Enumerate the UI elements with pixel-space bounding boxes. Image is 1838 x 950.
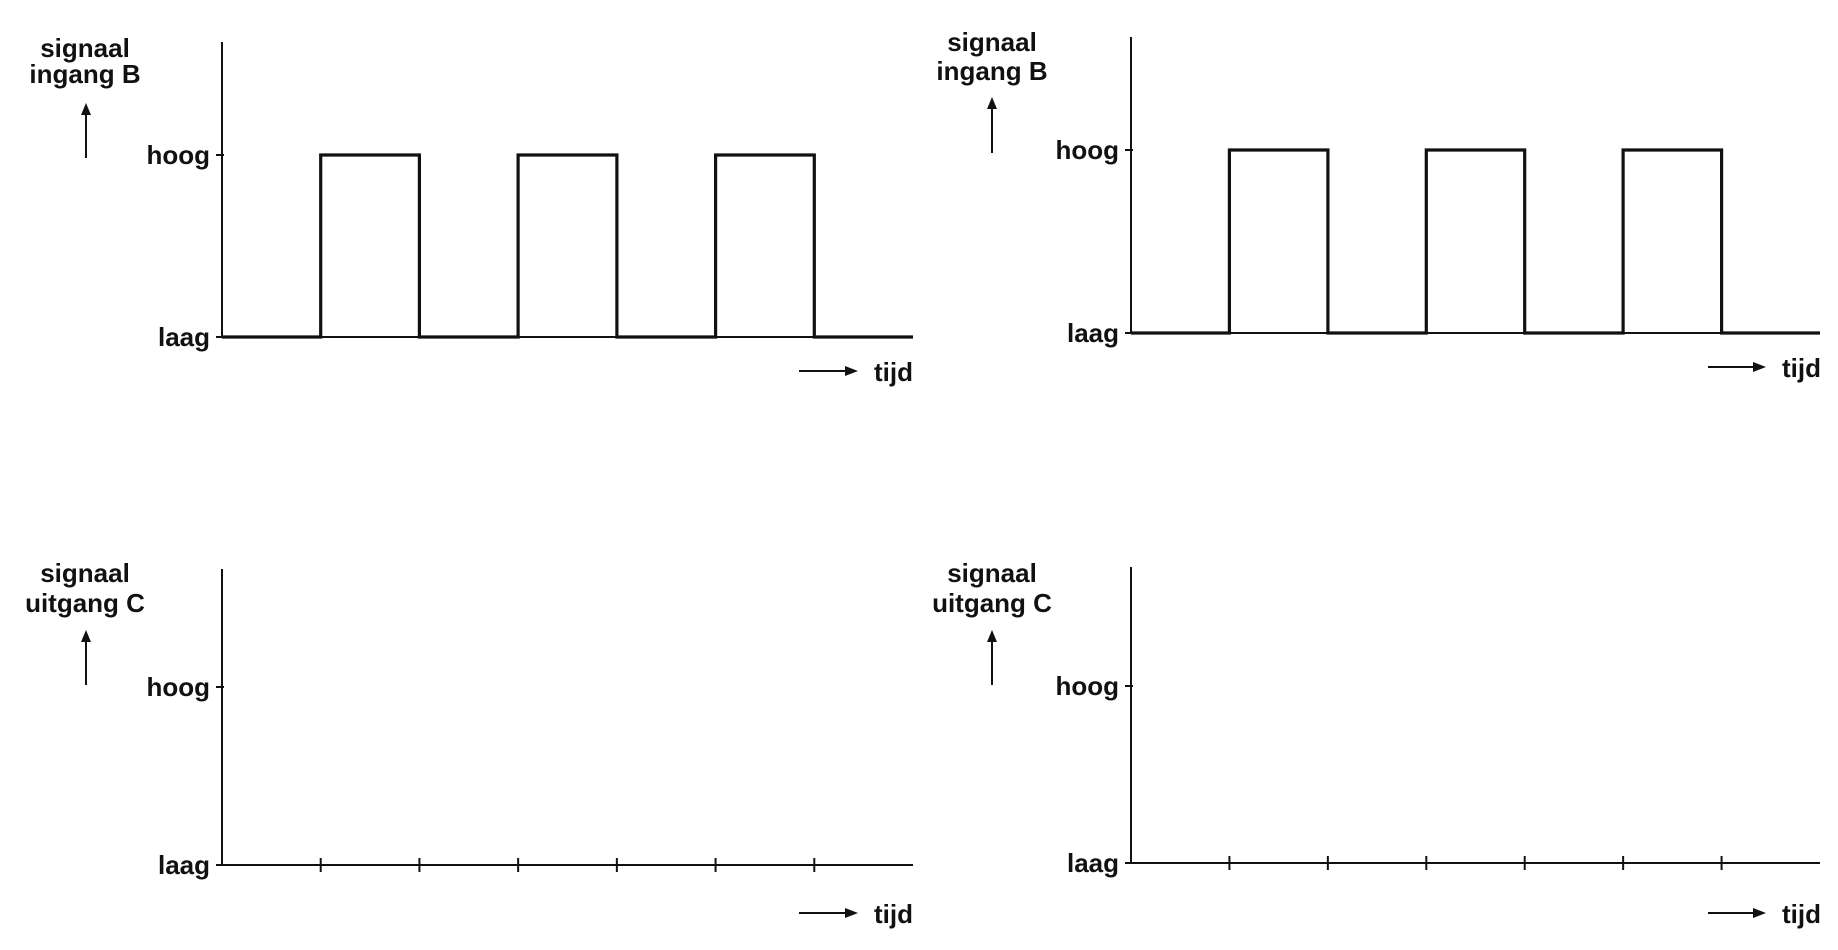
y-axis-label-line2: ingang B	[29, 59, 140, 89]
x-axis-label: tijd	[874, 357, 913, 387]
y-tick-label-laag: laag	[1067, 848, 1119, 878]
signal-series-1	[1131, 148, 1820, 335]
y-axis-label-line2: uitgang C	[25, 588, 145, 618]
y-tick-label-laag: laag	[158, 850, 210, 880]
y-axis-up-arrow-head	[81, 103, 91, 115]
x-axis-label: tijd	[1782, 353, 1821, 383]
x-axis-time-arrow-head	[845, 366, 858, 376]
y-axis-label-line2: ingang B	[936, 56, 1047, 86]
y-tick-label-hoog: hoog	[1055, 135, 1119, 165]
x-axis-time-arrow-head	[1753, 362, 1766, 372]
y-tick-label-laag: laag	[1067, 318, 1119, 348]
x-axis-label: tijd	[874, 899, 913, 929]
signal-series-1	[222, 153, 913, 339]
y-tick-label-hoog: hoog	[146, 672, 210, 702]
y-axis-label-line1: signaal	[40, 558, 130, 588]
y-tick-label-hoog: hoog	[146, 140, 210, 170]
y-axis-up-arrow-head	[987, 630, 997, 642]
x-axis-label: tijd	[1782, 899, 1821, 929]
x-axis-time-arrow-head	[1753, 908, 1766, 918]
y-axis-label-line2: uitgang C	[932, 588, 1052, 618]
y-axis-label-line1: signaal	[947, 558, 1037, 588]
y-axis-label-line1: signaal	[947, 27, 1037, 57]
y-axis-up-arrow-head	[987, 97, 997, 109]
y-axis-up-arrow-head	[81, 630, 91, 642]
y-tick-label-hoog: hoog	[1055, 671, 1119, 701]
y-axis-label-line1: signaal	[40, 33, 130, 63]
y-tick-label-laag: laag	[158, 322, 210, 352]
x-axis-time-arrow-head	[845, 908, 858, 918]
